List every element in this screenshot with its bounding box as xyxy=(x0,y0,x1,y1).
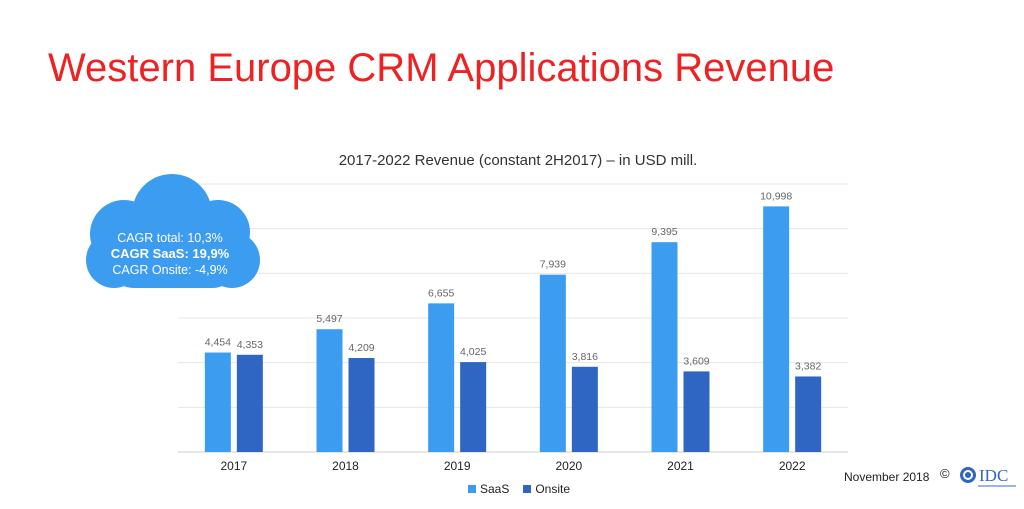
data-label-saas-2017: 4,454 xyxy=(205,337,231,349)
bar-saas-2020 xyxy=(539,274,566,452)
data-label-onsite-2017: 4,353 xyxy=(237,339,263,351)
data-label-onsite-2021: 3,609 xyxy=(683,355,709,367)
legend-item-saas: SaaS xyxy=(467,482,510,496)
data-label-saas-2021: 9,395 xyxy=(651,226,677,238)
footer-date: November 2018 xyxy=(844,470,930,484)
legend-swatch-saas xyxy=(467,485,476,493)
bar-saas-2017 xyxy=(204,352,231,452)
bar-onsite-2022 xyxy=(795,376,822,452)
x-tick-label-2020: 2020 xyxy=(555,459,582,473)
bar-onsite-2021 xyxy=(683,371,710,452)
legend-label-onsite: Onsite xyxy=(535,482,571,496)
legend-item-onsite: Onsite xyxy=(523,482,570,496)
x-tick-label-2018: 2018 xyxy=(332,459,359,473)
cagr-callout: CAGR total: 10,3% CAGR SaaS: 19,9% CAGR … xyxy=(84,230,256,278)
bar-onsite-2018 xyxy=(348,357,375,452)
chart-title: 2017-2022 Revenue (constant 2H2017) – in… xyxy=(338,152,698,169)
bar-onsite-2020 xyxy=(571,366,598,452)
page-title: Western Europe CRM Applications Revenue xyxy=(48,46,835,90)
data-label-onsite-2019: 4,025 xyxy=(460,346,486,358)
data-label-saas-2020: 7,939 xyxy=(540,259,566,271)
copyright-symbol: © xyxy=(940,466,950,481)
cagr-total: CAGR total: 10,3% xyxy=(117,231,223,245)
bar-onsite-2017 xyxy=(236,354,263,452)
data-label-onsite-2020: 3,816 xyxy=(572,351,598,363)
x-tick-label-2021: 2021 xyxy=(667,459,694,473)
x-tick-label-2019: 2019 xyxy=(444,459,471,473)
cloud-shape xyxy=(86,174,260,288)
legend-swatch-onsite xyxy=(523,485,532,493)
bar-onsite-2019 xyxy=(460,362,487,452)
bar-saas-2019 xyxy=(428,303,455,452)
data-label-saas-2019: 6,655 xyxy=(428,287,454,299)
data-label-saas-2018: 5,497 xyxy=(316,313,342,325)
bar-saas-2022 xyxy=(763,206,790,452)
data-label-onsite-2018: 4,209 xyxy=(348,342,374,354)
bar-saas-2021 xyxy=(651,242,678,452)
idc-logo: IDC xyxy=(960,466,1016,487)
cagr-onsite: CAGR Onsite: -4,9% xyxy=(112,263,228,277)
data-label-onsite-2022: 3,382 xyxy=(795,360,821,372)
bar-saas-2018 xyxy=(316,329,343,452)
x-tick-label-2022: 2022 xyxy=(779,459,806,473)
logo-text: IDC xyxy=(979,466,1008,485)
x-tick-label-2017: 2017 xyxy=(220,459,247,473)
legend-label-saas: SaaS xyxy=(479,482,510,496)
chart-legend: SaaS Onsite xyxy=(0,482,1024,496)
cagr-saas: CAGR SaaS: 19,9% xyxy=(110,246,230,261)
data-label-saas-2022: 10,998 xyxy=(760,190,792,202)
